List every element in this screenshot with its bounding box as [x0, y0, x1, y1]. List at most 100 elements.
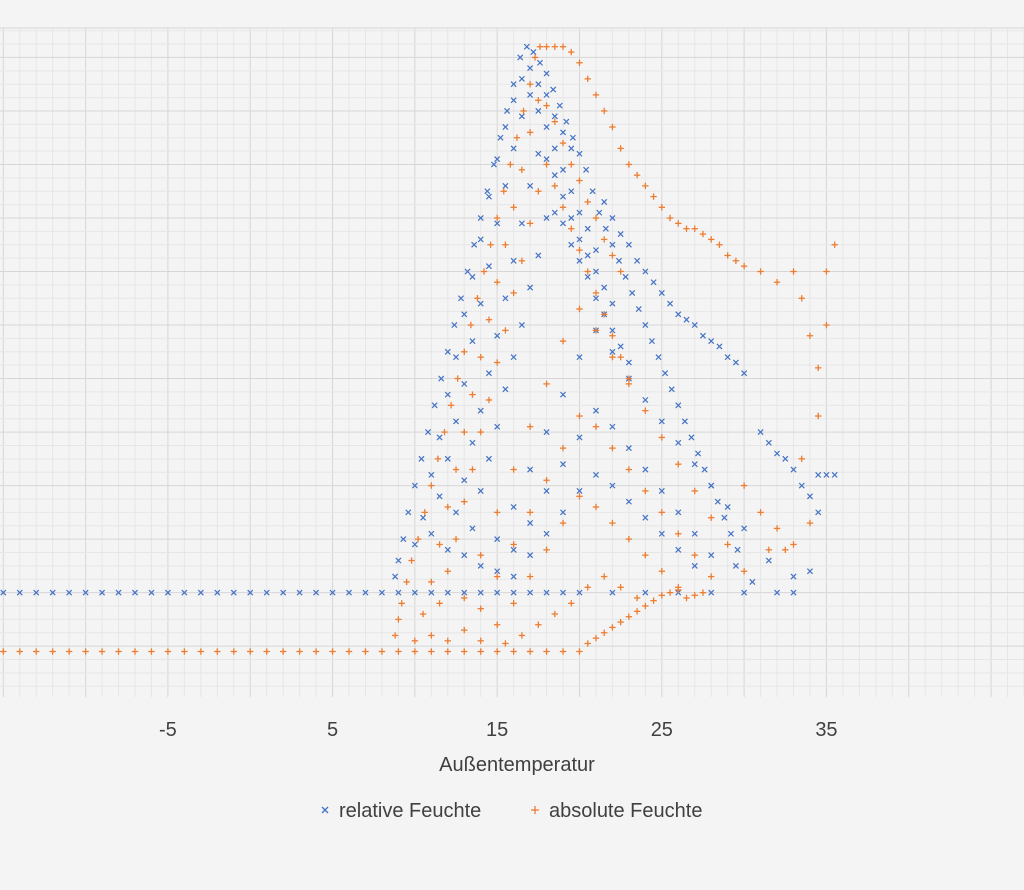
point-absolute-feuchte [485, 316, 493, 323]
point-absolute-feuchte [559, 204, 567, 211]
point-relative-feuchte [345, 589, 353, 596]
point-absolute-feuchte [312, 648, 320, 655]
point-absolute-feuchte [526, 423, 534, 430]
point-relative-feuchte [625, 445, 632, 452]
point-relative-feuchte [584, 252, 591, 259]
point-absolute-feuchte [82, 648, 89, 655]
x-tick-label: 5 [327, 719, 338, 741]
point-relative-feuchte [602, 225, 609, 232]
point-absolute-feuchte [773, 279, 781, 286]
point-absolute-feuchte [815, 364, 822, 372]
point-absolute-feuchte [584, 584, 591, 591]
point-relative-feuchte [510, 257, 517, 264]
point-relative-feuchte [708, 552, 715, 559]
point-relative-feuchte [115, 589, 122, 596]
point-absolute-feuchte [600, 311, 608, 318]
point-absolute-feuchte [469, 466, 476, 473]
point-relative-feuchte [831, 471, 838, 478]
point-absolute-feuchte [658, 434, 666, 441]
x-tick-label: -5 [159, 719, 177, 741]
point-relative-feuchte [535, 150, 542, 157]
point-absolute-feuchte [658, 509, 666, 516]
point-relative-feuchte [438, 375, 445, 382]
point-absolute-feuchte [493, 214, 501, 222]
point-relative-feuchte [527, 284, 534, 291]
point-relative-feuchte [765, 439, 772, 446]
point-absolute-feuchte [510, 541, 517, 548]
point-relative-feuchte [592, 247, 599, 254]
point-relative-feuchte [560, 509, 567, 516]
point-absolute-feuchte [444, 568, 451, 575]
point-absolute-feuchte [329, 648, 336, 655]
point-relative-feuchte [774, 589, 781, 596]
point-relative-feuchte [428, 530, 435, 537]
point-absolute-feuchte [617, 353, 624, 361]
point-absolute-feuchte [740, 262, 748, 270]
point-absolute-feuchte [708, 514, 715, 521]
point-relative-feuchte [642, 514, 649, 521]
point-relative-feuchte [806, 493, 814, 500]
point-absolute-feuchte [461, 594, 468, 602]
point-absolute-feuchte [520, 107, 527, 115]
point-absolute-feuchte [16, 648, 23, 655]
point-relative-feuchte [724, 503, 731, 511]
point-relative-feuchte [551, 172, 558, 179]
point-relative-feuchte [471, 241, 478, 248]
point-absolute-feuchte [708, 236, 715, 243]
point-relative-feuchte [543, 214, 550, 222]
point-relative-feuchte [494, 423, 501, 430]
point-relative-feuchte [461, 477, 468, 484]
point-relative-feuchte [510, 354, 517, 361]
point-relative-feuchte [82, 589, 89, 596]
point-relative-feuchte [378, 589, 385, 596]
point-absolute-feuchte [148, 648, 155, 655]
point-absolute-feuchte [806, 519, 814, 527]
point-absolute-feuchte [708, 573, 715, 580]
point-absolute-feuchte [98, 648, 106, 655]
point-relative-feuchte [392, 573, 399, 580]
point-absolute-feuchte [658, 592, 666, 599]
point-absolute-feuchte [625, 613, 633, 620]
point-relative-feuchte [395, 589, 402, 596]
point-absolute-feuchte [536, 43, 544, 50]
point-absolute-feuchte [49, 648, 56, 655]
point-relative-feuchte [510, 589, 517, 596]
point-absolute-feuchte [543, 161, 550, 168]
point-absolute-feuchte [790, 541, 797, 548]
point-relative-feuchte [675, 402, 682, 409]
point-absolute-feuchte [0, 648, 7, 655]
point-relative-feuchte [592, 268, 599, 275]
point-relative-feuchte [716, 343, 723, 350]
point-absolute-feuchte [592, 91, 600, 99]
point-relative-feuchte [517, 54, 524, 61]
point-absolute-feuchte [434, 455, 442, 463]
point-absolute-feuchte [584, 198, 591, 206]
point-absolute-feuchte [452, 535, 460, 543]
point-relative-feuchte [560, 589, 567, 596]
point-relative-feuchte [543, 429, 550, 436]
point-relative-feuchte [543, 530, 550, 537]
point-absolute-feuchte [65, 648, 73, 655]
point-relative-feuchte [518, 322, 525, 329]
point-absolute-feuchte [559, 519, 567, 527]
point-relative-feuchte [420, 514, 427, 521]
point-relative-feuchte [431, 402, 438, 409]
point-relative-feuchte [66, 589, 73, 596]
point-relative-feuchte [551, 209, 558, 216]
point-relative-feuchte [484, 188, 491, 195]
point-relative-feuchte [527, 552, 534, 559]
point-relative-feuchte [428, 471, 435, 478]
point-relative-feuchte [444, 455, 451, 462]
point-relative-feuchte [708, 338, 715, 345]
point-relative-feuchte [576, 354, 583, 361]
point-relative-feuchte [453, 509, 460, 516]
point-absolute-feuchte [428, 632, 435, 639]
point-absolute-feuchte [493, 359, 501, 366]
point-absolute-feuchte [411, 648, 419, 655]
point-relative-feuchte [576, 209, 583, 216]
point-absolute-feuchte [279, 648, 287, 655]
point-relative-feuchte [464, 268, 471, 275]
point-relative-feuchte [691, 530, 698, 537]
point-relative-feuchte [214, 589, 221, 596]
